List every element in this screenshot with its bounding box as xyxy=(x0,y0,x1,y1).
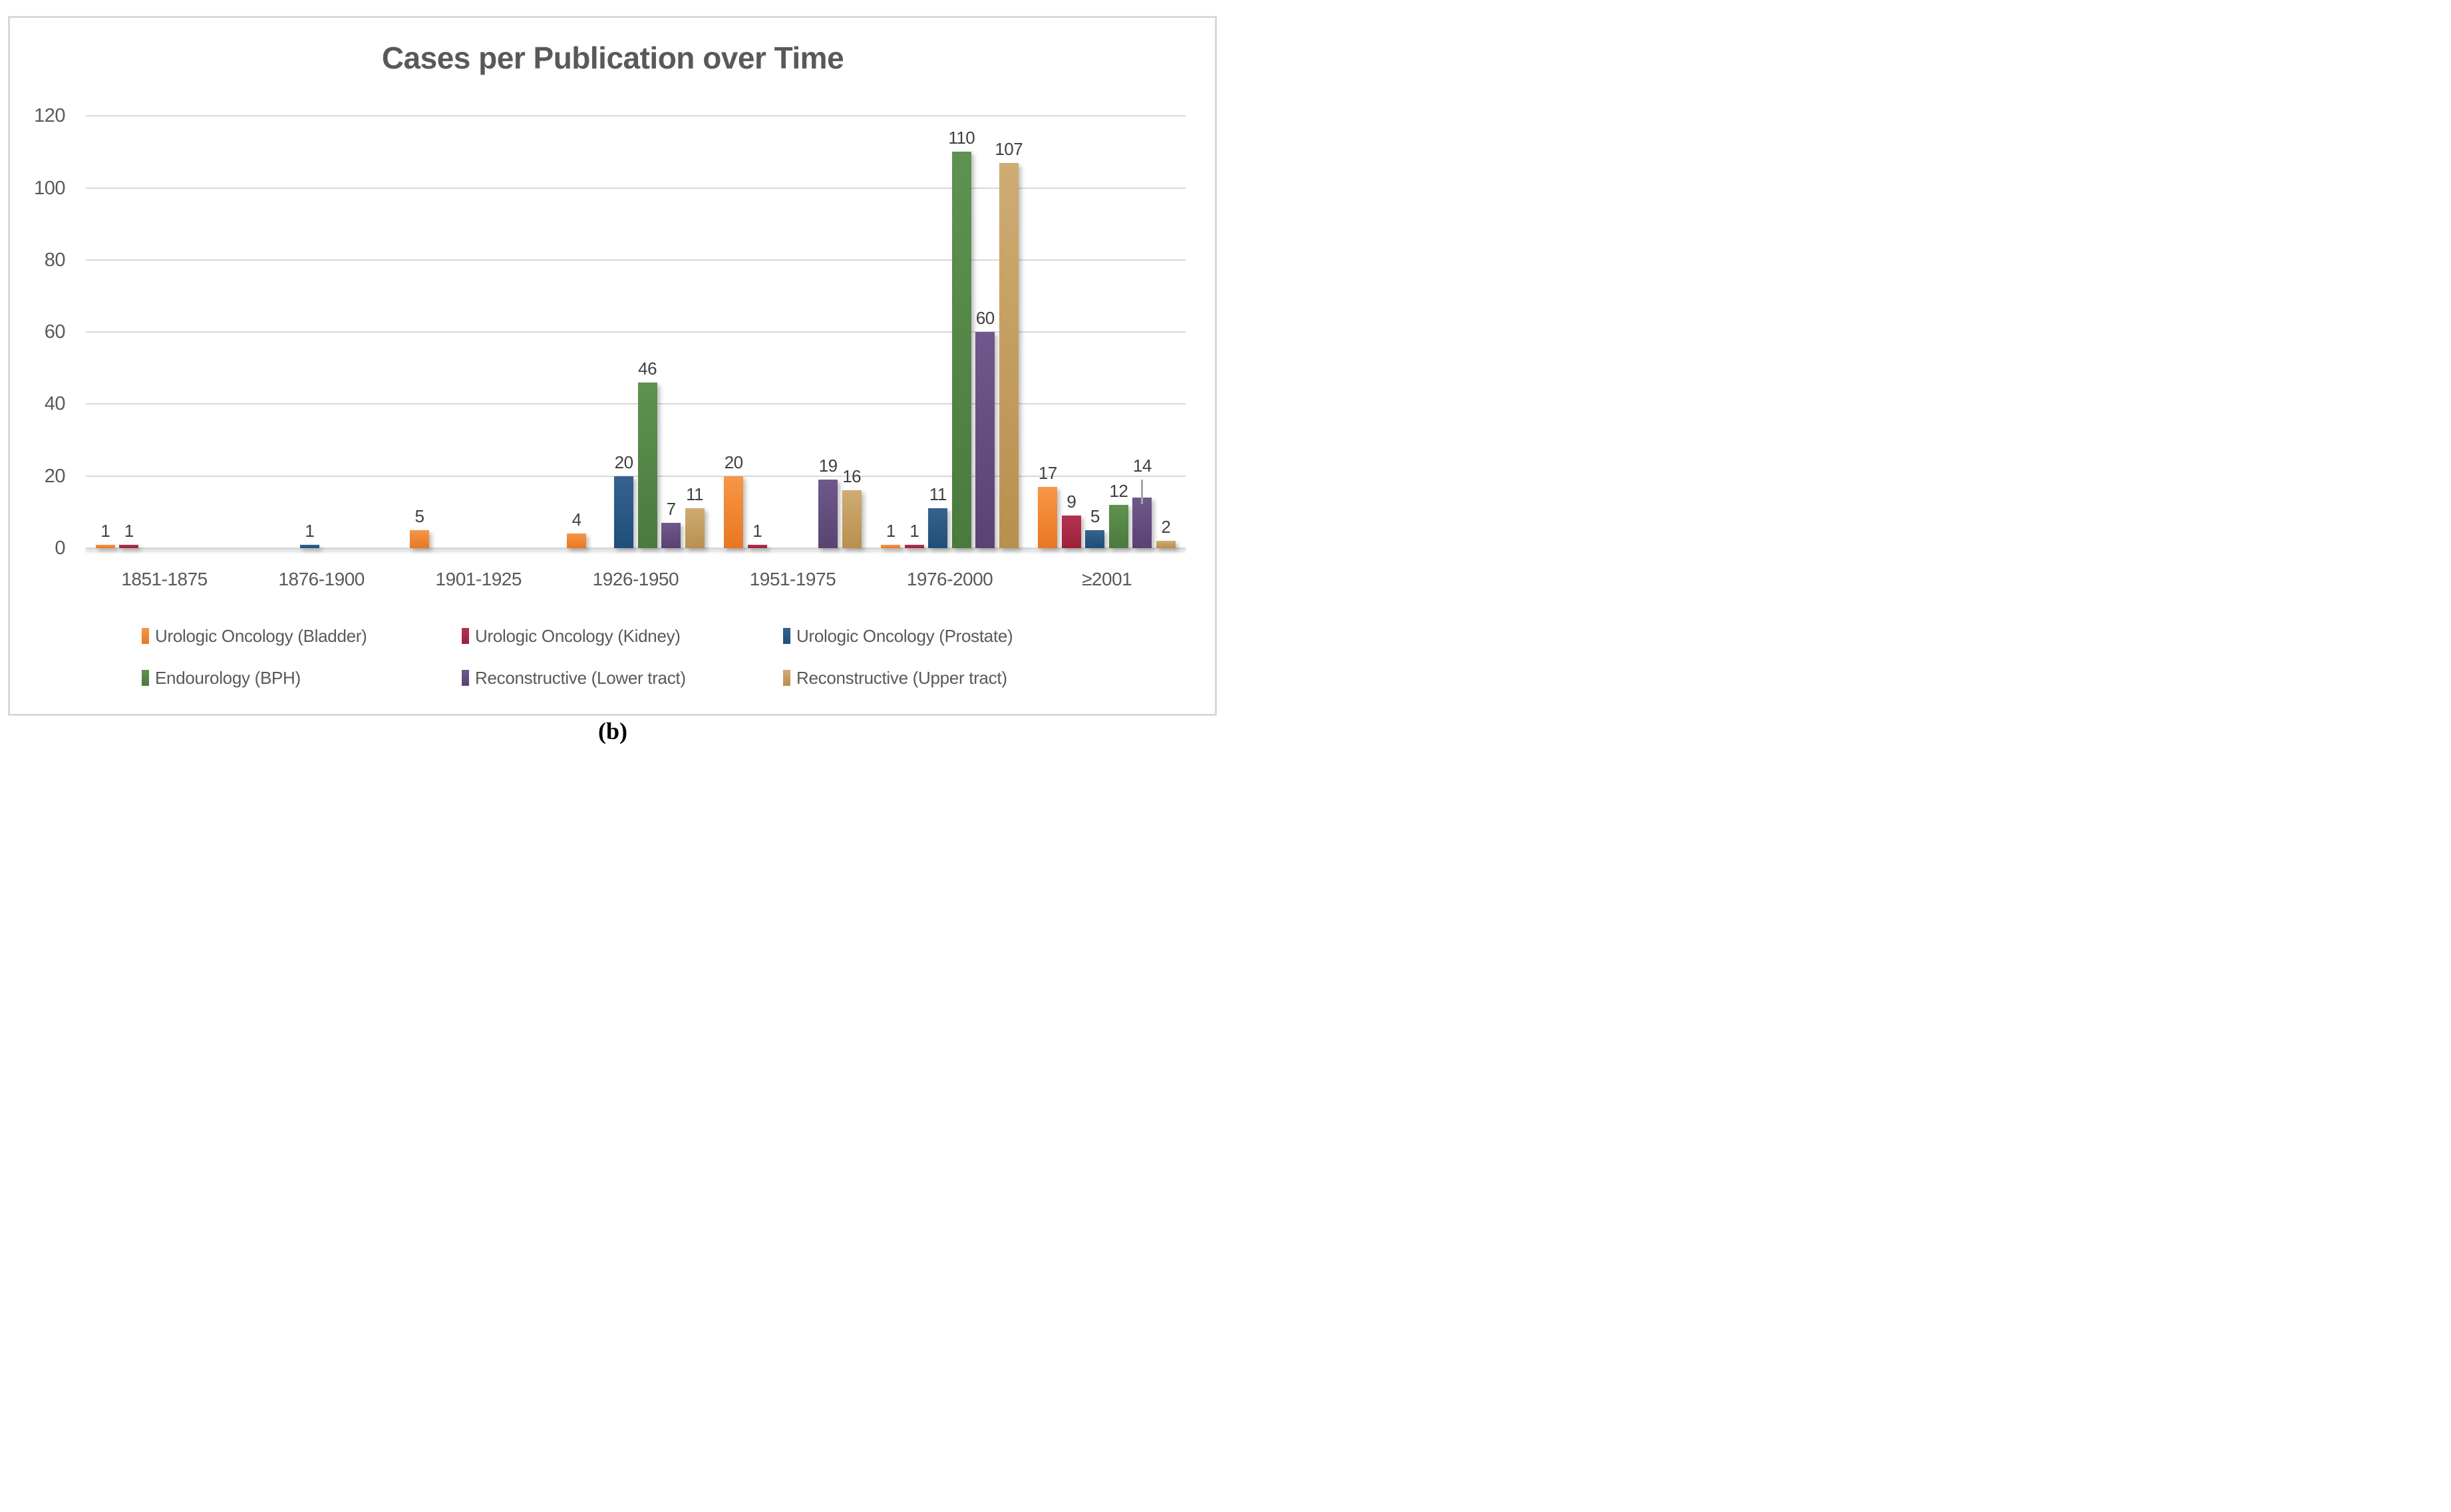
data-label: 5 xyxy=(414,506,424,526)
y-axis-tick-label-40: 40 xyxy=(44,393,66,415)
bar-urologic-oncology-kidney--cat5 xyxy=(904,544,924,548)
bar-urologic-oncology-bladder--cat3 xyxy=(567,533,587,548)
legend-swatch-icon xyxy=(142,670,149,686)
bar-reconstructive-upper-tract--cat3 xyxy=(685,508,705,548)
legend-label: Urologic Oncology (Bladder) xyxy=(155,625,367,646)
data-label: 1 xyxy=(909,520,919,541)
x-axis-category-label-2: 1901-1925 xyxy=(435,569,522,589)
bar-urologic-oncology-prostate--cat6 xyxy=(1085,529,1105,548)
data-label: 16 xyxy=(842,466,862,487)
data-label: 1 xyxy=(124,520,134,541)
legend-swatch-icon xyxy=(462,670,469,686)
gridline-y-80 xyxy=(86,259,1186,261)
data-label: 20 xyxy=(614,452,633,472)
legend-item-endourology-bph-: Endourology (BPH) xyxy=(142,668,301,688)
data-label: 14 xyxy=(1132,456,1152,476)
bar-urologic-oncology-bladder--cat5 xyxy=(881,544,901,548)
bar-reconstructive-lower-tract--cat6 xyxy=(1132,498,1152,548)
x-axis-category-label-3: 1926-1950 xyxy=(592,569,679,589)
x-axis-category-label-0: 1851-1875 xyxy=(121,569,208,589)
bar-urologic-oncology-bladder--cat6 xyxy=(1038,486,1058,548)
legend-label: Reconstructive (Lower tract) xyxy=(475,667,686,688)
gridline-y-40 xyxy=(86,403,1186,405)
data-label: 4 xyxy=(572,510,581,530)
data-label: 12 xyxy=(1109,481,1128,502)
bar-reconstructive-lower-tract--cat3 xyxy=(661,523,681,548)
x-axis-category-label-1: 1876-1900 xyxy=(278,569,365,589)
legend-label: Reconstructive (Upper tract) xyxy=(796,667,1007,688)
chart-title: Cases per Publication over Time xyxy=(381,41,844,75)
bar-endourology-bph--cat6 xyxy=(1108,505,1128,548)
legend-item-urologic-oncology-kidney-: Urologic Oncology (Kidney) xyxy=(462,626,681,646)
x-axis-category-label-4: 1951-1975 xyxy=(749,569,836,589)
legend-item-urologic-oncology-bladder-: Urologic Oncology (Bladder) xyxy=(142,626,367,646)
gridline-y-120 xyxy=(86,115,1186,117)
data-label: 5 xyxy=(1090,506,1100,526)
legend-swatch-icon xyxy=(783,628,790,644)
figure-caption: (b) xyxy=(598,718,627,744)
bar-urologic-oncology-prostate--cat5 xyxy=(928,508,948,548)
bar-urologic-oncology-kidney--cat0 xyxy=(119,544,139,548)
legend-item-reconstructive-upper-tract-: Reconstructive (Upper tract) xyxy=(783,668,1007,688)
bar-reconstructive-lower-tract--cat5 xyxy=(975,332,995,548)
figure: Cases per Publication over Time (b) 0 20 4… xyxy=(0,0,1226,756)
gridline-y-60 xyxy=(86,331,1186,333)
bar-urologic-oncology-bladder--cat0 xyxy=(95,544,115,548)
data-label: 1 xyxy=(100,520,110,541)
data-label: 1 xyxy=(752,520,762,541)
bar-endourology-bph--cat3 xyxy=(637,382,657,548)
legend-label: Urologic Oncology (Kidney) xyxy=(475,625,681,646)
legend-swatch-icon xyxy=(783,670,790,686)
bar-urologic-oncology-prostate--cat3 xyxy=(614,476,634,548)
chart-border xyxy=(8,16,1217,716)
legend-item-urologic-oncology-prostate-: Urologic Oncology (Prostate) xyxy=(783,626,1013,646)
x-axis-category-label-6: ≥2001 xyxy=(1082,569,1132,589)
y-axis-tick-label-100: 100 xyxy=(34,177,65,199)
data-label: 46 xyxy=(638,358,657,378)
bar-reconstructive-upper-tract--cat6 xyxy=(1156,541,1176,548)
data-label: 7 xyxy=(666,499,676,520)
bar-urologic-oncology-prostate--cat1 xyxy=(299,544,319,548)
bar-urologic-oncology-bladder--cat2 xyxy=(410,529,429,548)
legend-label: Endourology (BPH) xyxy=(155,667,301,688)
bar-reconstructive-upper-tract--cat4 xyxy=(842,490,862,548)
data-label: 19 xyxy=(818,456,838,476)
gridline-y-0 xyxy=(86,547,1186,549)
bar-urologic-oncology-bladder--cat4 xyxy=(724,476,744,548)
gridline-y-20 xyxy=(86,475,1186,477)
legend-item-reconstructive-lower-tract-: Reconstructive (Lower tract) xyxy=(462,668,686,688)
y-axis-tick-label-60: 60 xyxy=(44,321,66,343)
data-label: 9 xyxy=(1066,492,1076,512)
data-label: 107 xyxy=(995,138,1023,159)
y-axis-tick-label-20: 20 xyxy=(44,465,66,487)
data-label: 17 xyxy=(1038,462,1057,483)
bar-reconstructive-upper-tract--cat5 xyxy=(999,162,1019,548)
error-bar-whisker xyxy=(1141,480,1144,505)
bar-urologic-oncology-kidney--cat6 xyxy=(1061,516,1081,548)
data-label: 60 xyxy=(975,308,995,329)
data-label: 11 xyxy=(929,484,947,505)
data-label: 1 xyxy=(886,520,896,541)
data-label: 20 xyxy=(724,452,743,472)
bar-reconstructive-lower-tract--cat4 xyxy=(818,480,838,548)
data-label: 2 xyxy=(1161,517,1171,537)
y-axis-tick-label-80: 80 xyxy=(44,249,66,271)
bar-urologic-oncology-kidney--cat4 xyxy=(747,544,767,548)
legend-swatch-icon xyxy=(142,628,149,644)
y-axis-tick-label-120: 120 xyxy=(34,105,65,127)
data-label: 1 xyxy=(305,520,315,541)
legend-label: Urologic Oncology (Prostate) xyxy=(796,625,1013,646)
bar-endourology-bph--cat5 xyxy=(951,152,971,548)
data-label: 11 xyxy=(686,484,704,505)
gridline-y-100 xyxy=(86,187,1186,189)
legend-swatch-icon xyxy=(462,628,469,644)
x-axis-category-label-5: 1976-2000 xyxy=(906,569,993,589)
data-label: 110 xyxy=(948,128,975,148)
y-axis-tick-label-0: 0 xyxy=(55,537,65,559)
